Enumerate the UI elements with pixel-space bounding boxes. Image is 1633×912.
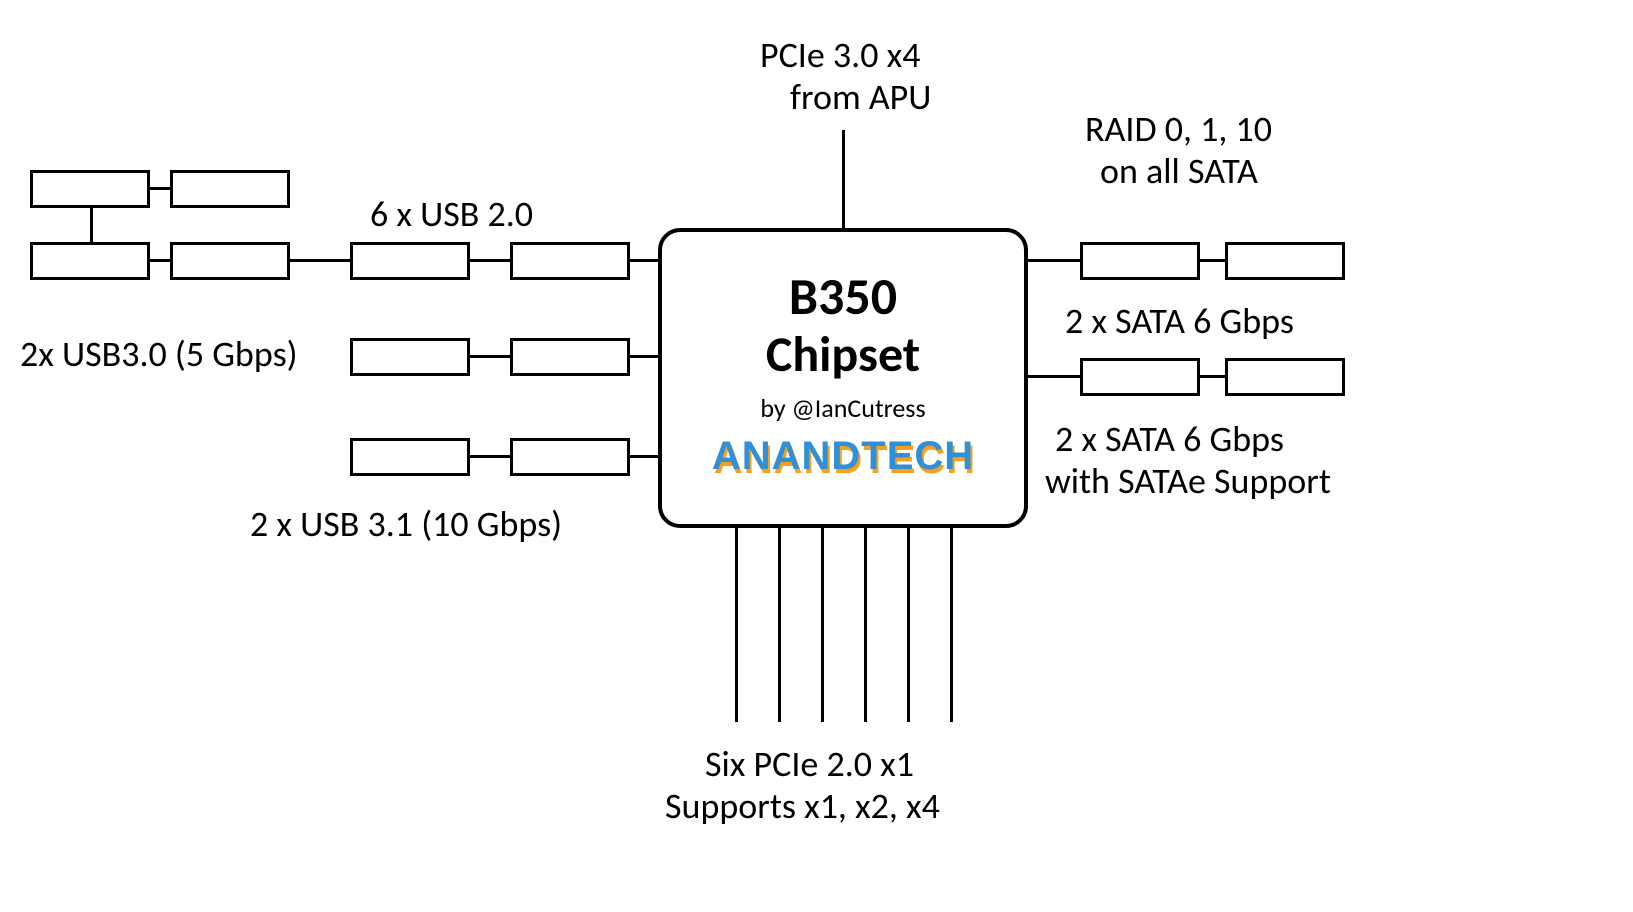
label-top-2: from APU (790, 78, 931, 118)
h-connector-8 (630, 455, 660, 458)
h-connector-4 (630, 259, 660, 262)
h-connector-0 (150, 187, 172, 190)
label-raid-1: RAID 0, 1, 10 (1085, 110, 1272, 150)
label-bottom-1: Six PCIe 2.0 x1 (705, 745, 914, 785)
h-connector-7 (470, 455, 512, 458)
port-sata_bot-1 (1225, 358, 1345, 396)
h-connector-5 (470, 355, 512, 358)
label-sata-top: 2 x SATA 6 Gbps (1065, 302, 1294, 342)
v-connector-0 (90, 206, 93, 244)
label-usb30: 2x USB3.0 (5 Gbps) (20, 335, 298, 375)
port-sata_top-0 (1080, 242, 1200, 280)
port-usb31-1 (510, 438, 630, 476)
pcie-lane-2 (821, 526, 824, 722)
h-connector-1 (150, 259, 172, 262)
port-usb20_row2-1 (170, 242, 290, 280)
label-top-1: PCIe 3.0 x4 (760, 36, 920, 76)
h-connector-10 (1200, 259, 1227, 262)
label-sata-bot-2: with SATAe Support (1045, 462, 1331, 502)
port-usb31-0 (350, 438, 470, 476)
label-usb20: 6 x USB 2.0 (370, 195, 533, 235)
pcie-lane-4 (907, 526, 910, 722)
h-connector-11 (1026, 375, 1082, 378)
chipset-byline: by @IanCutress (658, 392, 1028, 424)
port-sata_bot-0 (1080, 358, 1200, 396)
label-sata-bot-1: 2 x SATA 6 Gbps (1055, 420, 1284, 460)
port-usb30-0 (350, 338, 470, 376)
h-connector-12 (1200, 375, 1227, 378)
h-connector-6 (630, 355, 660, 358)
v-connector-1 (842, 130, 845, 230)
port-usb20_row1-0 (30, 170, 150, 208)
chipset-title: B350 (658, 264, 1028, 328)
port-usb20_row2-3 (510, 242, 630, 280)
port-usb30-1 (510, 338, 630, 376)
h-connector-9 (1026, 259, 1082, 262)
pcie-lane-0 (735, 526, 738, 722)
h-connector-3 (470, 259, 512, 262)
port-usb20_row2-2 (350, 242, 470, 280)
pcie-lane-5 (950, 526, 953, 722)
label-bottom-2: Supports x1, x2, x4 (665, 787, 940, 827)
brand-text: ANANDTECH (658, 434, 1028, 479)
label-raid-2: on all SATA (1100, 152, 1258, 192)
port-sata_top-1 (1225, 242, 1345, 280)
port-usb20_row2-0 (30, 242, 150, 280)
label-usb31: 2 x USB 3.1 (10 Gbps) (250, 505, 562, 545)
port-usb20_row1-1 (170, 170, 290, 208)
pcie-lane-3 (864, 526, 867, 722)
h-connector-2 (290, 259, 352, 262)
pcie-lane-1 (778, 526, 781, 722)
chipset-subtitle: Chipset (658, 324, 1028, 385)
